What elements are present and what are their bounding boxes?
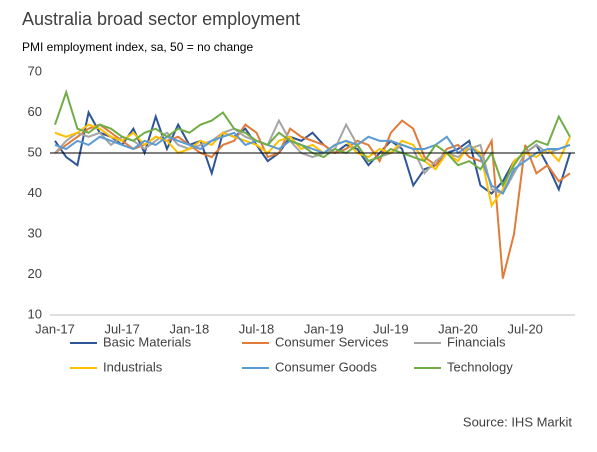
y-tick-label: 10 [28,306,42,321]
y-tick-label: 40 [28,185,42,200]
series-line [54,131,571,196]
x-tick-label: Jul-20 [508,321,543,336]
x-tick-label: Jan-20 [438,321,478,336]
legend-label: Basic Materials [103,334,192,349]
x-tick-label: Jul-18 [239,321,274,336]
series-line [54,123,571,209]
legend-label: Industrials [103,359,163,374]
series-line [54,89,571,188]
legend-label: Financials [447,334,506,349]
series-line [54,109,571,195]
legend-label: Consumer Goods [275,359,377,374]
chart-title: Australia broad sector employment [22,9,300,29]
x-tick-label: Jul-19 [373,321,408,336]
y-tick-label: 30 [28,225,42,240]
y-tick-label: 60 [28,104,42,119]
source: Source: IHS Markit [463,414,572,429]
chart-subtitle: PMI employment index, sa, 50 = no change [22,40,253,54]
y-tick-label: 20 [28,266,42,281]
x-tick-label: Jan-17 [35,321,75,336]
x-tick-label: Jan-19 [304,321,344,336]
x-tick-label: Jan-18 [169,321,209,336]
legend-label: Consumer Services [275,334,389,349]
series-line [54,118,571,195]
y-tick-label: 70 [28,63,42,78]
x-tick-label: Jul-17 [104,321,139,336]
y-tick-label: 50 [28,144,42,159]
legend-label: Technology [447,359,513,374]
